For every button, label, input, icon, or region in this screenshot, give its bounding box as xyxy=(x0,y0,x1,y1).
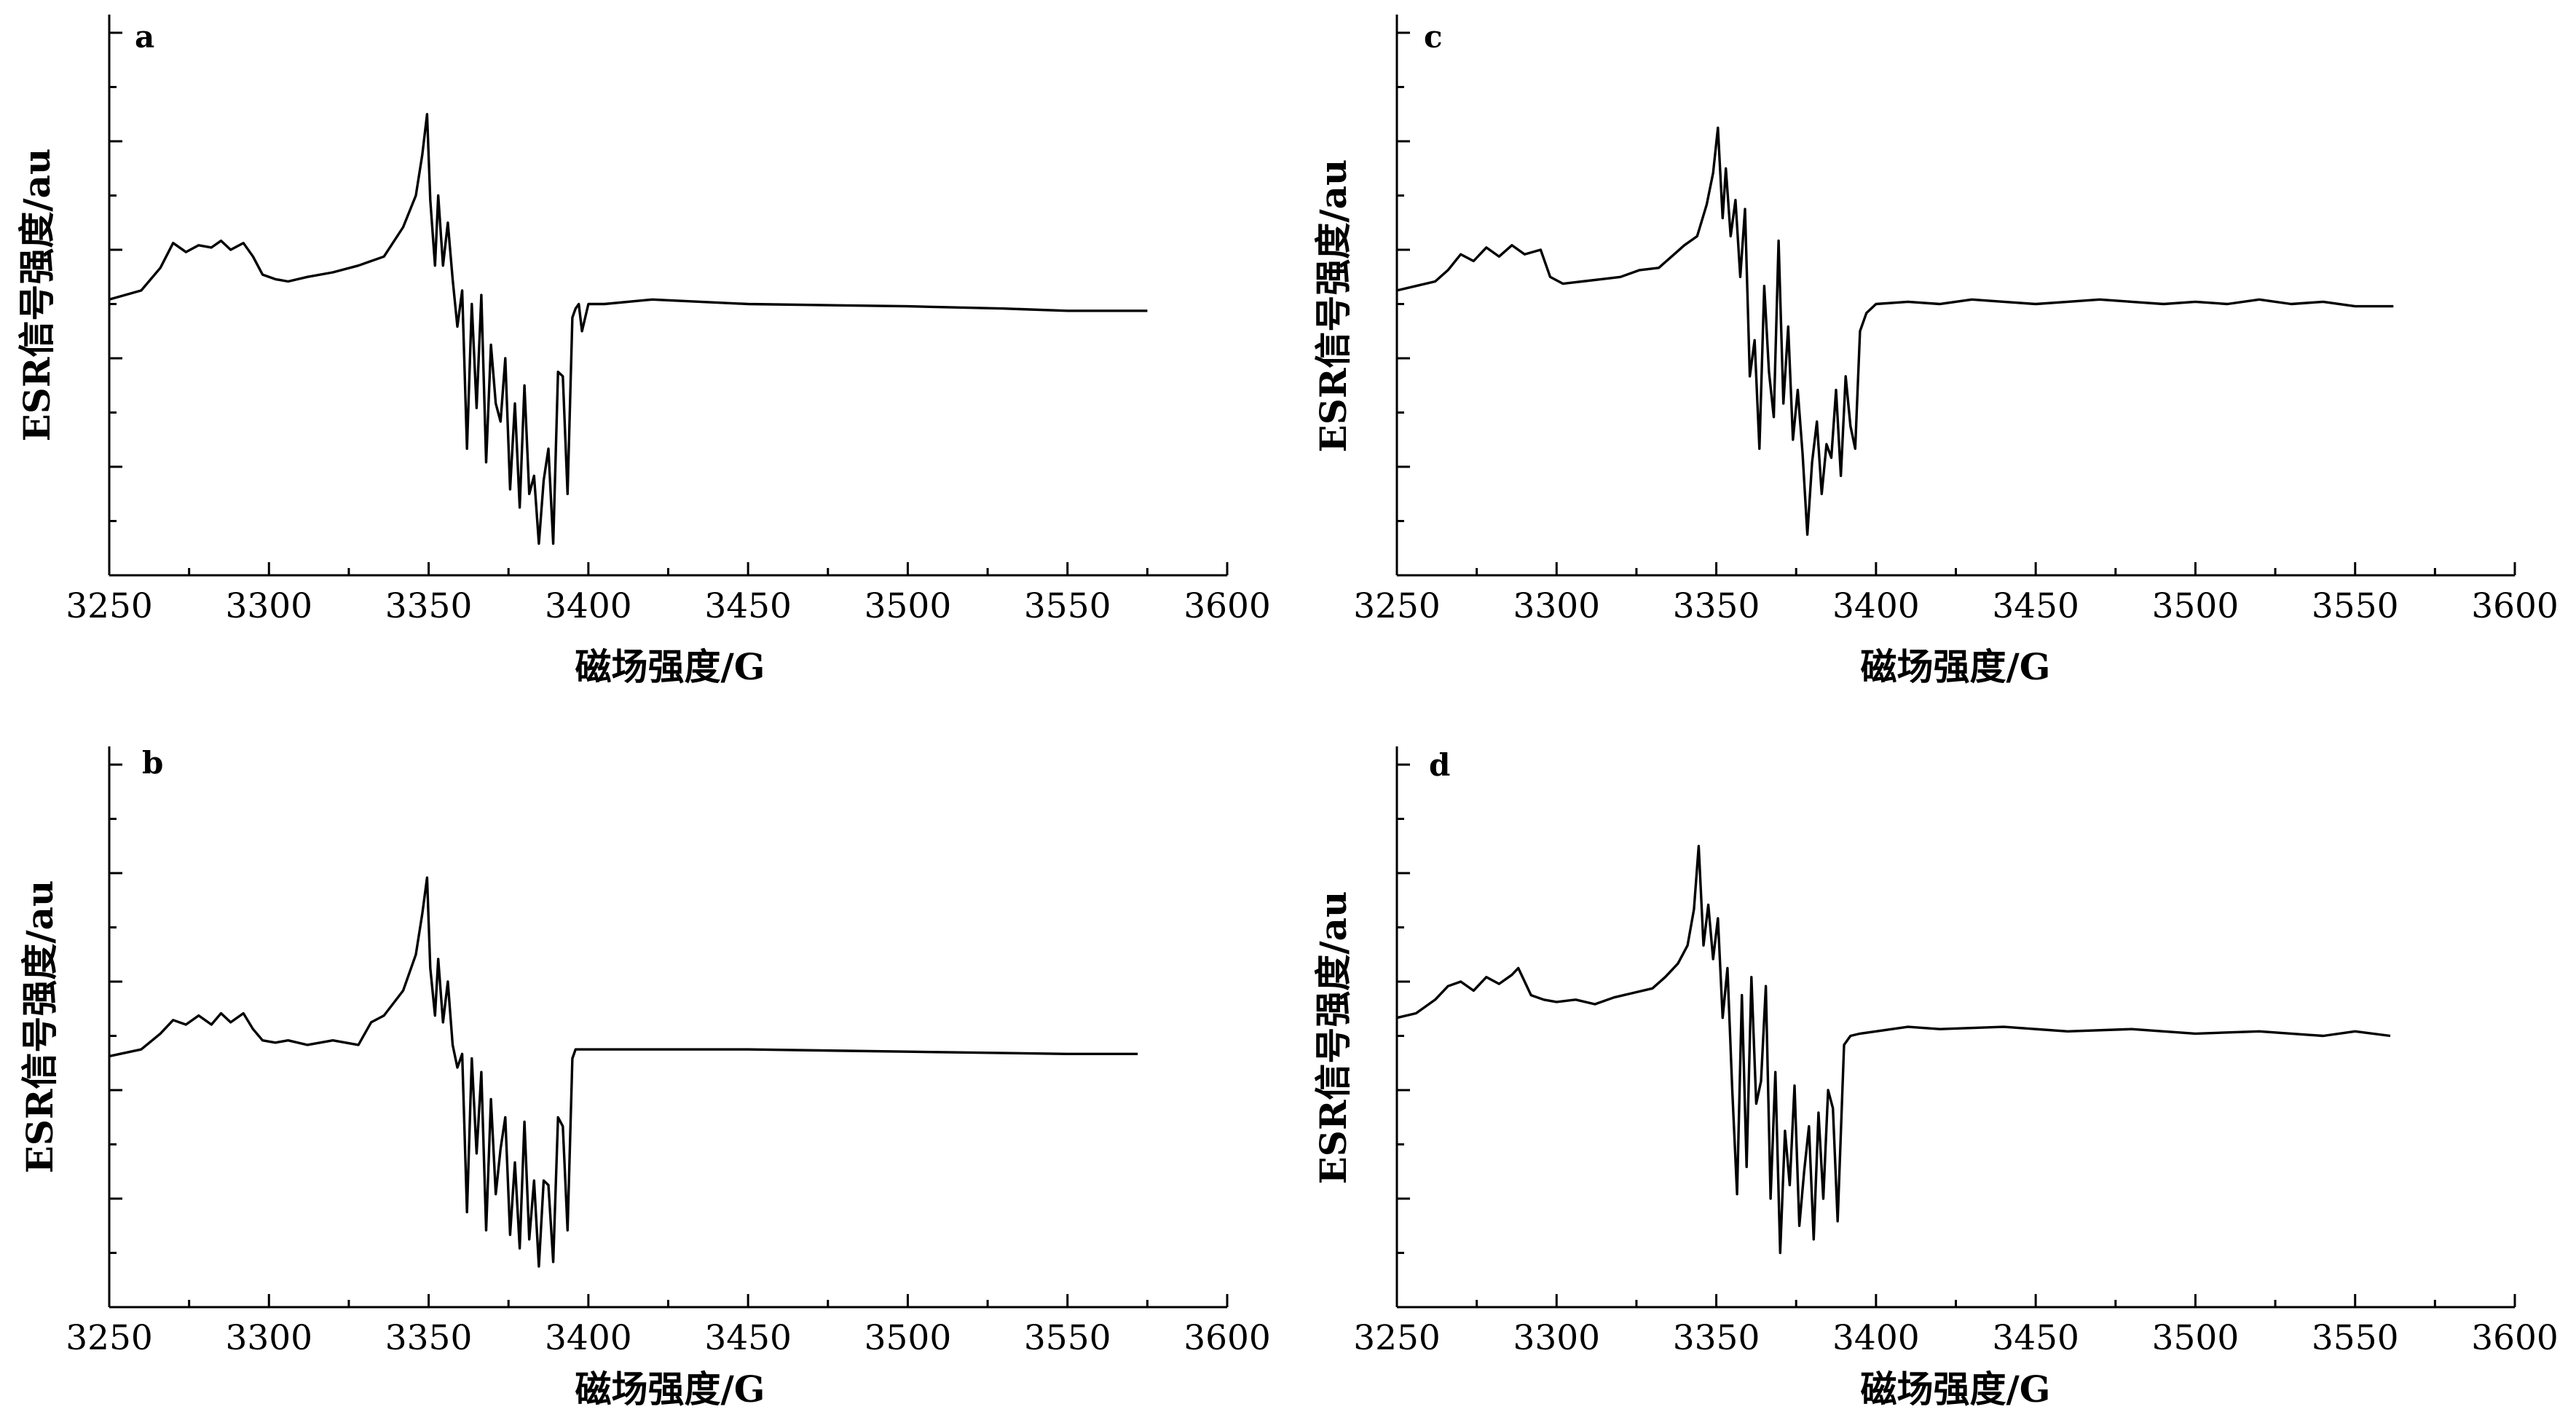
x-tick-label: 3600 xyxy=(1183,1318,1271,1358)
x-tick-label: 3250 xyxy=(1353,1318,1441,1358)
panel-letter: c xyxy=(1424,19,1443,55)
esr-trace-line xyxy=(109,876,1138,1268)
y-axis-title: ESR信号强度/au xyxy=(1312,159,1355,453)
panel-letter: a xyxy=(135,19,154,55)
esr-trace-line xyxy=(109,113,1148,545)
x-tick-label: 3350 xyxy=(1673,586,1760,626)
x-tick-label: 3500 xyxy=(2152,586,2240,626)
x-tick-label: 3450 xyxy=(704,1318,792,1358)
x-tick-label: 3300 xyxy=(225,1318,312,1358)
x-tick-label: 3550 xyxy=(2312,1318,2399,1358)
x-axis-title: 磁场强度/G xyxy=(575,645,765,688)
x-tick-label: 3550 xyxy=(2312,586,2399,626)
x-tick-label: 3450 xyxy=(1992,586,2079,626)
x-tick-label: 3250 xyxy=(66,1318,153,1358)
x-tick-label: 3600 xyxy=(2471,1318,2559,1358)
x-tick-label: 3600 xyxy=(2471,586,2559,626)
x-tick-label: 3300 xyxy=(1513,1318,1600,1358)
x-tick-label: 3350 xyxy=(385,586,473,626)
x-axis-title: 磁场强度/G xyxy=(1861,1368,2051,1411)
x-tick-label: 3450 xyxy=(704,586,792,626)
x-axis-title: 磁场强度/G xyxy=(575,1368,765,1411)
y-axis-title: ESR信号强度/au xyxy=(18,880,61,1174)
x-axis-title: 磁场强度/G xyxy=(1861,645,2051,688)
x-tick-label: 3400 xyxy=(1832,586,1920,626)
y-axis-title: ESR信号强度/au xyxy=(15,149,58,442)
x-tick-label: 3450 xyxy=(1992,1318,2079,1358)
x-tick-label: 3550 xyxy=(1024,1318,1111,1358)
panel-a: a 磁场强度/G ESR信号强度/au 3250 3300 3350 3400 3450… xyxy=(15,15,1271,688)
x-tick-label: 3600 xyxy=(1183,586,1271,626)
x-tick-label: 3500 xyxy=(864,586,952,626)
x-tick-label: 3400 xyxy=(545,1318,632,1358)
x-tick-label: 3250 xyxy=(66,586,153,626)
panel-c: c 磁场强度/G ESR信号强度/au 3250 3300 3350 3400 3450… xyxy=(1312,15,2559,688)
x-tick-label: 3300 xyxy=(1513,586,1600,626)
x-tick-label: 3350 xyxy=(1673,1318,1760,1358)
panel-b: b 磁场强度/G ESR信号强度/au 3250 3300 3350 3400 3450… xyxy=(18,745,1271,1411)
esr-trace-line xyxy=(1396,126,2394,536)
esr-trace-line xyxy=(1396,845,2391,1255)
x-tick-label: 3300 xyxy=(225,586,312,626)
x-tick-label: 3550 xyxy=(1024,586,1111,626)
x-tick-label: 3350 xyxy=(385,1318,473,1358)
x-tick-label: 3500 xyxy=(864,1318,952,1358)
x-tick-label: 3400 xyxy=(1832,1318,1920,1358)
panel-d: d 磁场强度/G ESR信号强度/au 3250 3300 3350 3400 3450… xyxy=(1312,746,2559,1411)
x-tick-label: 3250 xyxy=(1353,586,1441,626)
y-axis-title: ESR信号强度/au xyxy=(1312,891,1355,1185)
x-tick-label: 3400 xyxy=(545,586,632,626)
x-tick-label: 3500 xyxy=(2152,1318,2240,1358)
panel-letter: d xyxy=(1429,747,1450,783)
panel-letter: b xyxy=(142,745,163,781)
